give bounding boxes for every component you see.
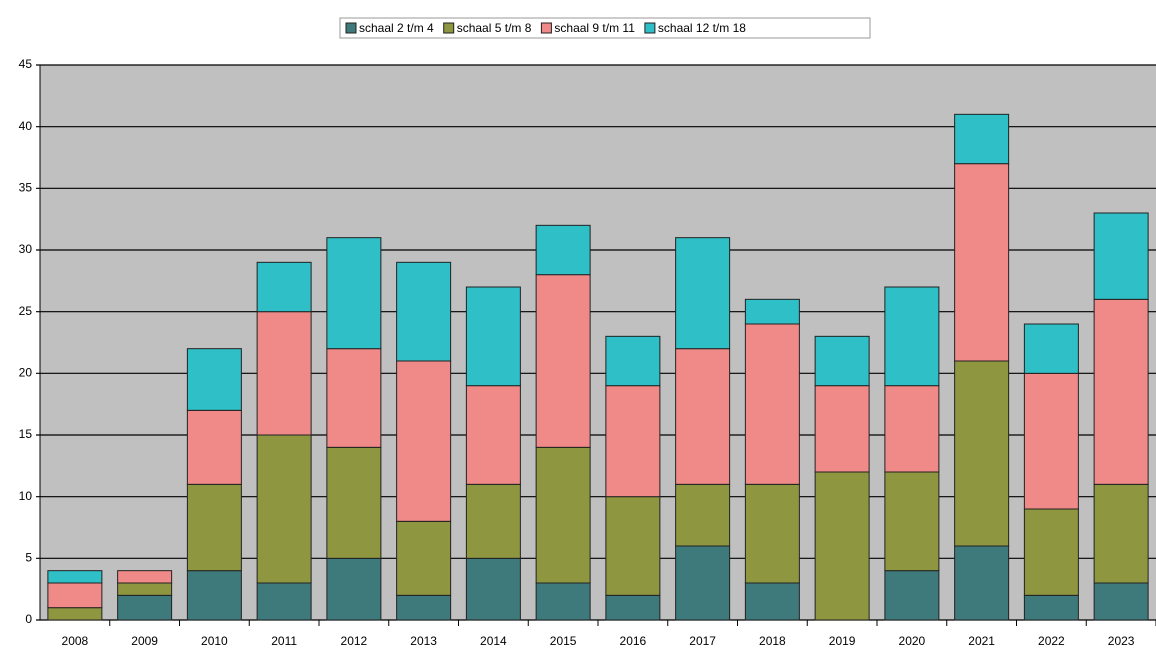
bar-segment xyxy=(117,594,173,621)
bar-segment xyxy=(1093,483,1149,584)
bar-segment xyxy=(605,385,661,498)
bar-segment xyxy=(884,471,940,572)
bar-segment xyxy=(396,594,452,621)
legend-label: schaal 2 t/m 4 xyxy=(359,21,434,35)
bar-segment xyxy=(47,582,103,609)
x-tick-label: 2014 xyxy=(480,634,507,648)
bar-segment xyxy=(256,311,312,436)
bar-segment xyxy=(326,348,382,448)
bar-segment xyxy=(954,163,1010,362)
bar-segment xyxy=(605,594,661,621)
bar-segment xyxy=(396,360,452,522)
y-tick-label: 0 xyxy=(25,612,32,626)
bar-segment xyxy=(1093,582,1149,621)
bar-segment xyxy=(814,335,870,387)
bar-segment xyxy=(465,286,521,387)
bar-segment xyxy=(186,409,242,485)
bar-segment xyxy=(954,545,1010,621)
bar-segment xyxy=(954,113,1010,165)
bar-segment xyxy=(117,570,173,584)
legend-swatch xyxy=(644,22,656,34)
bar-segment xyxy=(744,323,800,485)
x-tick-label: 2012 xyxy=(341,634,368,648)
bar-segment xyxy=(884,570,940,621)
bar-segment xyxy=(535,274,591,448)
bar-segment xyxy=(117,582,173,596)
legend-label: schaal 12 t/m 18 xyxy=(658,21,746,35)
bar-segment xyxy=(535,224,591,276)
x-tick-label: 2022 xyxy=(1038,634,1065,648)
y-tick-label: 20 xyxy=(19,366,33,380)
bar-segment xyxy=(744,298,800,325)
bar-segment xyxy=(814,471,870,621)
bar-segment xyxy=(675,237,731,350)
bar-segment xyxy=(814,385,870,473)
legend-box xyxy=(339,17,871,39)
bar-segment xyxy=(465,557,521,621)
y-tick-label: 25 xyxy=(19,304,33,318)
bar-segment xyxy=(465,483,521,559)
bar-segment xyxy=(186,483,242,572)
x-tick-label: 2015 xyxy=(550,634,577,648)
bar-segment xyxy=(675,483,731,547)
x-tick-label: 2008 xyxy=(62,634,89,648)
x-tick-label: 2011 xyxy=(271,634,297,648)
bar-segment xyxy=(186,570,242,621)
y-tick-label: 35 xyxy=(19,181,33,195)
legend-swatch xyxy=(443,22,455,34)
bar-segment xyxy=(535,446,591,584)
y-tick-label: 10 xyxy=(19,489,33,503)
x-tick-label: 2020 xyxy=(899,634,926,648)
bar-segment xyxy=(675,545,731,621)
x-tick-label: 2010 xyxy=(201,634,228,648)
x-tick-label: 2023 xyxy=(1108,634,1135,648)
bar-segment xyxy=(605,496,661,596)
bar-segment xyxy=(256,434,312,584)
bar-segment xyxy=(465,385,521,485)
x-tick-label: 2017 xyxy=(689,634,716,648)
legend-swatch xyxy=(540,22,552,34)
legend-label: schaal 9 t/m 11 xyxy=(554,21,635,35)
bar-segment xyxy=(1023,594,1079,621)
x-tick-label: 2013 xyxy=(410,634,437,648)
bar-segment xyxy=(256,582,312,621)
bar-segment xyxy=(675,348,731,485)
bar-segment xyxy=(256,261,312,313)
bar-segment xyxy=(326,446,382,559)
bar-segment xyxy=(1093,298,1149,485)
bar-segment xyxy=(535,582,591,621)
bar-segment xyxy=(744,483,800,584)
bar-segment xyxy=(884,385,940,473)
y-tick-label: 30 xyxy=(19,242,33,256)
bar-segment xyxy=(1023,508,1079,596)
bar-segment xyxy=(884,286,940,387)
bar-segment xyxy=(186,348,242,411)
legend-label: schaal 5 t/m 8 xyxy=(457,21,532,35)
bar-segment xyxy=(396,261,452,362)
bar-segment xyxy=(744,582,800,621)
bar-segment xyxy=(47,607,103,621)
bar-segment xyxy=(47,570,103,584)
bar-segment xyxy=(1093,212,1149,300)
x-tick-label: 2019 xyxy=(829,634,856,648)
bar-segment xyxy=(1023,323,1079,374)
bar-segment xyxy=(605,335,661,387)
bar-segment xyxy=(326,237,382,350)
y-tick-label: 40 xyxy=(19,119,33,133)
x-tick-label: 2021 xyxy=(968,634,995,648)
bar-segment xyxy=(954,360,1010,547)
legend-swatch xyxy=(345,22,357,34)
bar-segment xyxy=(326,557,382,621)
y-tick-label: 45 xyxy=(19,57,33,71)
bar-segment xyxy=(1023,372,1079,510)
bar-segment xyxy=(396,520,452,596)
x-tick-label: 2016 xyxy=(620,634,647,648)
y-tick-label: 15 xyxy=(19,427,33,441)
y-tick-label: 5 xyxy=(25,551,32,565)
x-tick-label: 2009 xyxy=(131,634,158,648)
x-tick-label: 2018 xyxy=(759,634,786,648)
